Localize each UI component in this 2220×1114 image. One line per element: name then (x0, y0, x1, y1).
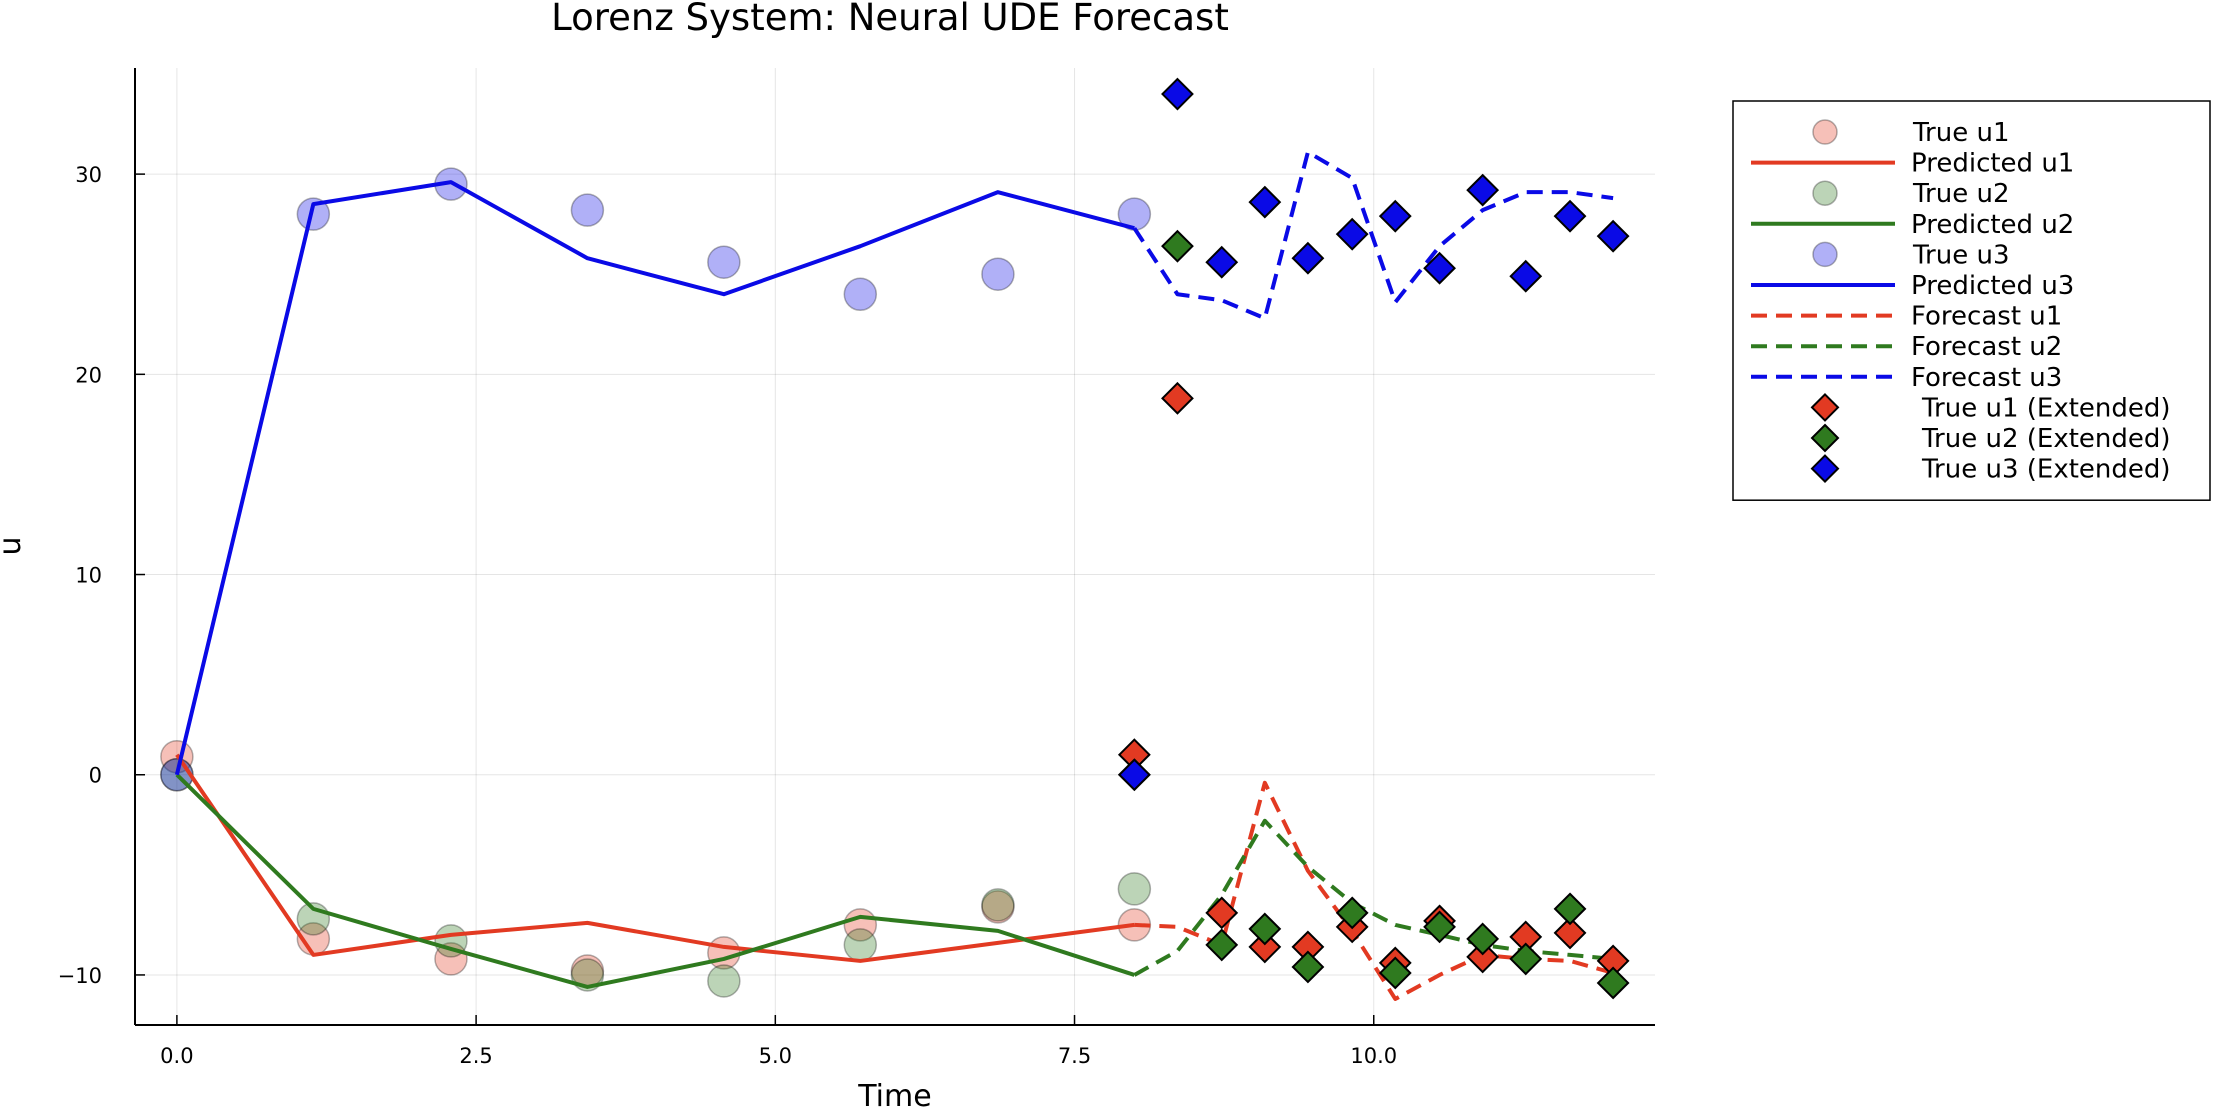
x-tick-label: 0.0 (160, 1044, 193, 1068)
legend-label-forecast-u2: Forecast u2 (1911, 332, 2062, 362)
legend-marker-true-u3-extended (1810, 454, 1840, 484)
true-u1-extended-point (1553, 916, 1587, 950)
true-u2-extended-point (1205, 928, 1239, 962)
legend-label-true-u2: True u2 (1912, 179, 2010, 209)
true-u1-extended-point (1161, 381, 1194, 415)
x-axis-label: Time (857, 1079, 931, 1114)
true-u2-extended-point (1466, 922, 1500, 956)
true-u1-extended-point (1205, 896, 1239, 930)
true-u2-extended-point (1248, 912, 1282, 946)
true-u3-extended-point (1117, 758, 1151, 792)
true-u3-extended-point (1509, 259, 1543, 293)
legend-label-true-u1-extended: True u1 (Extended) (1921, 393, 2171, 423)
true-u3-point (843, 277, 878, 311)
true-u3-point (296, 197, 331, 231)
y-tick-label: 10 (75, 564, 102, 588)
true-u2-extended-point (1378, 956, 1412, 990)
true-u3-point (981, 257, 1015, 291)
true-u3-point (570, 193, 605, 227)
predicted-u2-line (175, 773, 1135, 989)
true-u2-point (981, 888, 1015, 922)
true-u2-extended-point (1161, 229, 1194, 263)
legend-label-predicted-u1: Predicted u1 (1911, 149, 2074, 179)
legend-label-true-u3-extended: True u3 (Extended) (1921, 455, 2171, 485)
y-tick-label: −10 (58, 964, 102, 988)
legend-marker-true-u3 (1812, 241, 1838, 268)
true-u3-extended-point (1205, 245, 1239, 279)
true-u1-point (707, 936, 741, 970)
predicted-u1-line (175, 753, 1135, 963)
plot-area (160, 77, 1630, 1001)
true-u1-extended-point (1466, 940, 1500, 974)
axes: 0.0 2.5 5.0 7.5 10.0 −10 0 10 20 30 (58, 68, 1655, 1068)
x-tick-label: 5.0 (759, 1044, 792, 1068)
legend-marker-true-u2-extended (1810, 423, 1840, 453)
legend-marker-true-u2 (1812, 180, 1838, 206)
true-u2-extended-point (1553, 892, 1587, 926)
legend-marker-true-u1-extended (1810, 392, 1840, 422)
true-u3-extended-point (1378, 199, 1412, 233)
legend-label-predicted-u2: Predicted u2 (1911, 210, 2074, 240)
y-axis-label: u (0, 536, 28, 555)
true-u2-point (843, 928, 878, 962)
y-tick-label: 20 (75, 363, 102, 387)
x-tick-label: 10.0 (1350, 1044, 1397, 1068)
chart-title: Lorenz System: Neural UDE Forecast (551, 0, 1229, 39)
true-u2-point (707, 964, 741, 998)
legend-label-forecast-u1: Forecast u1 (1911, 302, 2062, 332)
legend-label-true-u2-extended: True u2 (Extended) (1921, 424, 2171, 454)
true-u2-extended-point (1509, 942, 1543, 976)
true-u3-extended-point (1291, 241, 1325, 275)
grid (135, 68, 1655, 1025)
true-u3-point (707, 245, 741, 279)
true-u1-extended-point (1248, 930, 1282, 964)
x-tick-label: 7.5 (1058, 1044, 1091, 1068)
true-u3-extended-point (1248, 185, 1282, 219)
y-tick-label: 0 (89, 764, 102, 788)
true-u2-point (1117, 872, 1152, 906)
legend-label-true-u1: True u1 (1912, 118, 2010, 148)
legend-label-predicted-u3: Predicted u3 (1911, 271, 2074, 301)
true-u1-point (981, 890, 1015, 924)
true-u3-extended-point (1423, 251, 1456, 285)
true-u2-extended-point (1291, 950, 1325, 984)
y-tick-label: 30 (75, 163, 102, 187)
legend-label-forecast-u3: Forecast u3 (1911, 363, 2062, 393)
true-u2-extended-point (1335, 896, 1369, 930)
predicted-u3-line (174, 180, 1135, 776)
legend-label-true-u3: True u3 (1912, 240, 2010, 270)
legend-marker-true-u1 (1812, 119, 1838, 145)
legend-box (1732, 100, 2211, 501)
x-tick-label: 2.5 (459, 1044, 492, 1068)
forecast-u3-line (1132, 150, 1614, 321)
true-u3-extended-point (1596, 219, 1630, 253)
true-u3-extended-point (1466, 173, 1500, 207)
true-u3-extended-point (1335, 217, 1369, 251)
true-u3-extended-point (1553, 199, 1587, 233)
true-u2-extended-point (1596, 966, 1630, 1000)
true-u2-extended-point (1423, 910, 1456, 944)
true-u3-extended-point (1161, 77, 1194, 111)
